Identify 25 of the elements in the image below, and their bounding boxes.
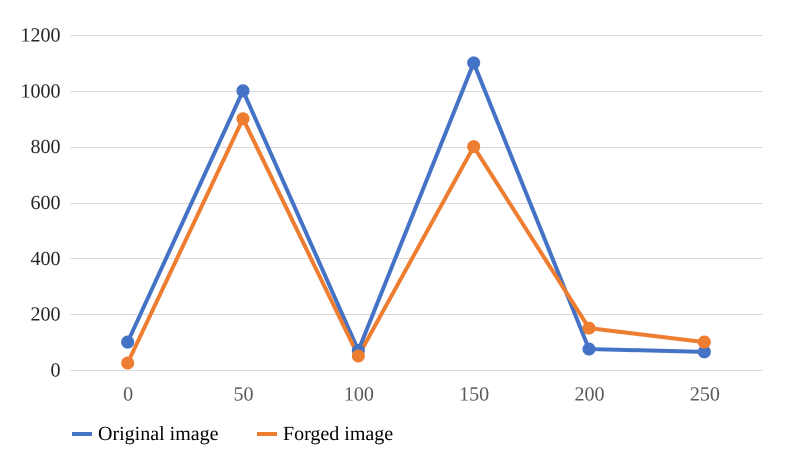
point: [121, 336, 134, 349]
y-tick-label: 800: [30, 136, 60, 158]
y-tick-label: 400: [30, 248, 60, 270]
point: [236, 112, 250, 126]
point: [467, 56, 480, 70]
legend-label: Forged image: [283, 423, 394, 445]
x-tick-label: 100: [344, 384, 374, 406]
y-tick-label: 0: [50, 360, 60, 382]
x-tick-label: 150: [459, 384, 490, 406]
point: [582, 342, 596, 356]
x-tick-label: 250: [690, 384, 720, 406]
y-tick-label: 1200: [20, 24, 60, 46]
y-tick-label: 1000: [20, 80, 60, 102]
point: [121, 356, 134, 370]
legend-label: Original image: [98, 423, 219, 445]
x-tick-label: 0: [123, 384, 134, 406]
point: [467, 140, 480, 154]
point: [582, 322, 596, 335]
point: [236, 84, 250, 98]
y-tick-label: 600: [30, 192, 60, 214]
x-tick-label: 200: [574, 384, 604, 406]
x-tick-label: 50: [234, 384, 254, 406]
y-tick-label: 200: [30, 304, 60, 326]
point: [698, 336, 711, 349]
point: [352, 350, 365, 363]
